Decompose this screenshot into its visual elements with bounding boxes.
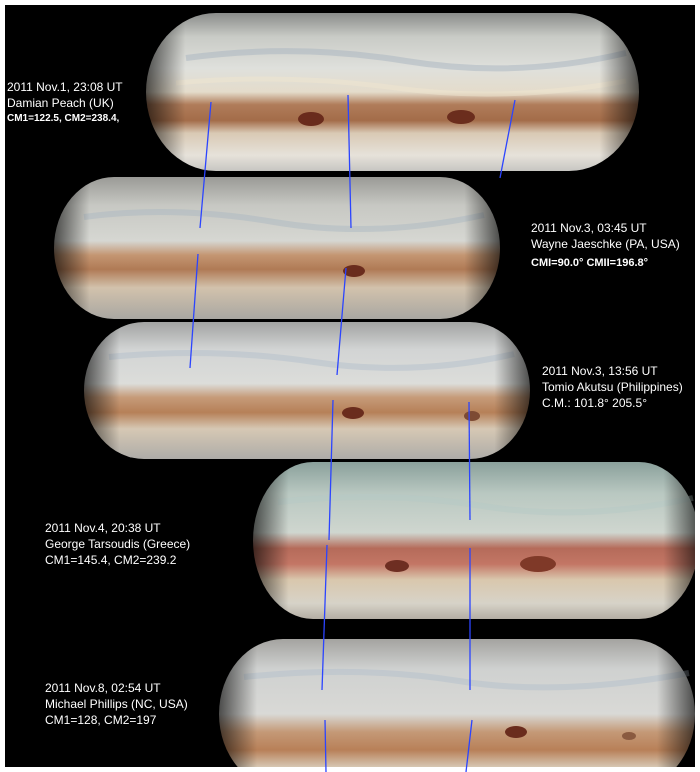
observation-label-3: 2011 Nov.3, 13:56 UT Tomio Akutsu (Phili…: [542, 364, 683, 410]
central-meridian: CM1=128, CM2=197: [45, 713, 157, 727]
observation-composite: 2011 Nov.1, 23:08 UT Damian Peach (UK) C…: [5, 5, 695, 767]
observation-label-1: 2011 Nov.1, 23:08 UT Damian Peach (UK) C…: [7, 80, 123, 126]
jupiter-strip-5: [219, 639, 695, 767]
observer-name: Damian Peach (UK): [7, 96, 114, 110]
observer-name: Tomio Akutsu (Philippines): [542, 380, 683, 394]
jupiter-strip-3: [84, 322, 530, 459]
observation-label-2: 2011 Nov.3, 03:45 UT Wayne Jaeschke (PA,…: [531, 221, 680, 270]
observation-label-5: 2011 Nov.8, 02:54 UT Michael Phillips (N…: [45, 681, 188, 727]
observation-date-time: 2011 Nov.3, 03:45 UT: [531, 221, 647, 235]
observation-date-time: 2011 Nov.3, 13:56 UT: [542, 364, 658, 378]
central-meridian: C.M.: 101.8° 205.5°: [542, 396, 647, 410]
jupiter-strip-2: [54, 177, 500, 319]
observer-name: Michael Phillips (NC, USA): [45, 697, 188, 711]
observer-name: Wayne Jaeschke (PA, USA): [531, 237, 680, 251]
observation-date-time: 2011 Nov.4, 20:38 UT: [45, 521, 161, 535]
observation-date-time: 2011 Nov.1, 23:08 UT: [7, 80, 123, 94]
observer-name: George Tarsoudis (Greece): [45, 537, 191, 551]
observation-label-4: 2011 Nov.4, 20:38 UT George Tarsoudis (G…: [45, 521, 190, 567]
observation-date-time: 2011 Nov.8, 02:54 UT: [45, 681, 161, 695]
central-meridian: CM1=145.4, CM2=239.2: [45, 553, 177, 567]
jupiter-strip-1: [146, 13, 639, 171]
central-meridian: CM1=122.5, CM2=238.4,: [7, 113, 120, 124]
central-meridian: CMI=90.0° CMII=196.8°: [531, 257, 649, 269]
jupiter-strip-4: [253, 462, 695, 619]
